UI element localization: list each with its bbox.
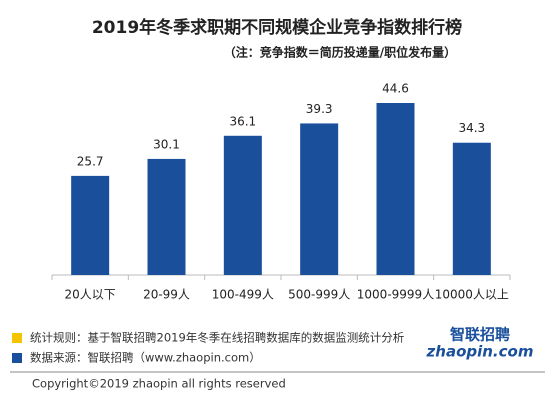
logo-domain: zhaopin.com: [426, 343, 534, 361]
value-label: 36.1: [229, 114, 256, 128]
x-tick-label: 20人以下: [65, 288, 116, 302]
value-label: 30.1: [153, 137, 180, 151]
bar: [71, 175, 110, 275]
logo-name: 智联招聘: [450, 326, 510, 344]
x-tick-label: 10000人以上: [435, 288, 509, 302]
x-tick-label: 1000-9999人: [357, 288, 434, 302]
bar: [223, 135, 262, 275]
bar: [376, 103, 415, 275]
bar: [147, 158, 186, 275]
value-label: 34.3: [458, 121, 485, 135]
note-marker: [12, 353, 22, 363]
bar: [300, 123, 339, 276]
copyright: Copyright©2019 zhaopin all rights reserv…: [32, 377, 286, 391]
value-label: 44.6: [382, 82, 409, 96]
chart-title: 2019年冬季求职期不同规模企业竞争指数排行榜: [92, 17, 462, 38]
x-tick-label: 100-499人: [212, 288, 274, 302]
value-label: 25.7: [77, 154, 104, 168]
bar: [452, 142, 491, 275]
note-marker: [12, 333, 22, 343]
value-label: 39.3: [306, 102, 333, 116]
note-text: 统计规则：基于智联招聘2019年冬季在线招聘数据库的数据监测统计分析: [30, 331, 404, 345]
x-tick-label: 500-999人: [288, 288, 350, 302]
x-tick-label: 20-99人: [143, 288, 190, 302]
chart-subtitle: （注：竞争指数＝简历投递量/职位发布量）: [224, 45, 456, 60]
note-text: 数据来源：智联招聘（www.zhaopin.com）: [30, 351, 261, 365]
